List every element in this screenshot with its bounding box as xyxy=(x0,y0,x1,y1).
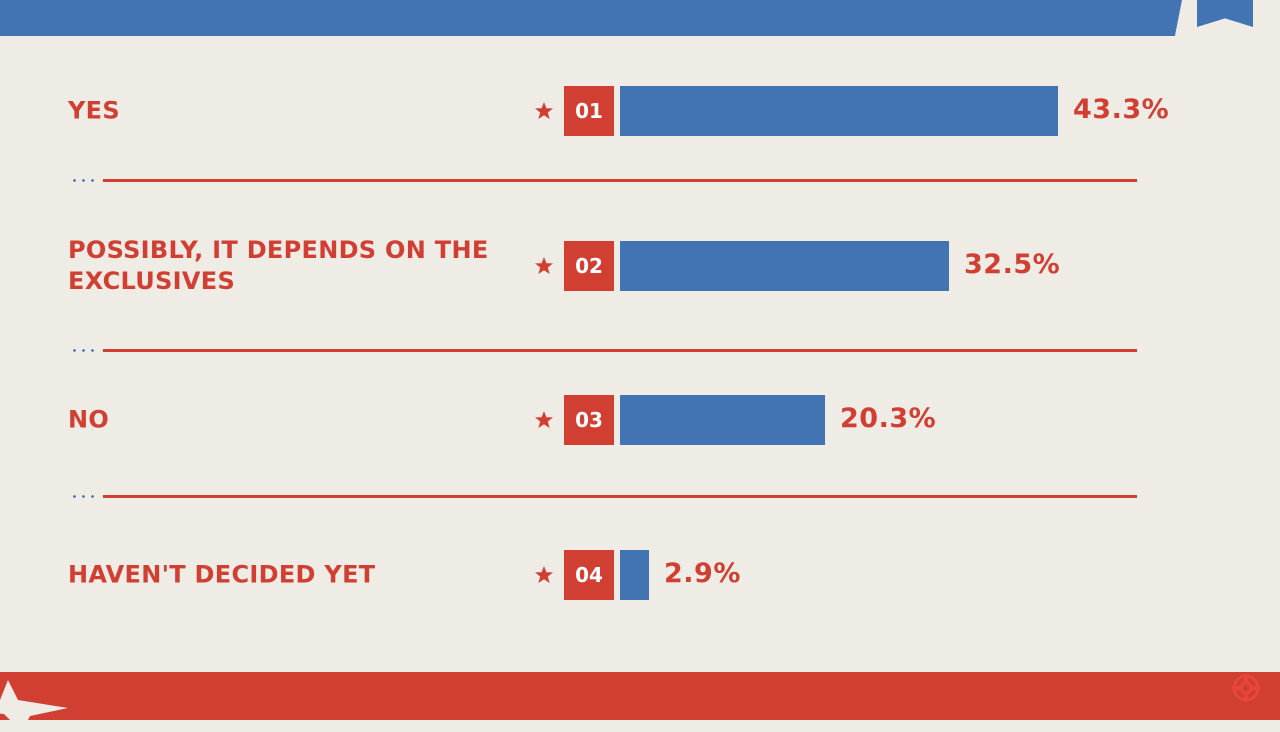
bar-row: POSSIBLY, IT DEPENDS ON THE EXCLUSIVES 02… xyxy=(0,236,1280,295)
category-label: POSSIBLY, IT DEPENDS ON THE EXCLUSIVES xyxy=(68,236,489,295)
corner-star-icon xyxy=(0,680,68,732)
bar-row: HAVEN'T DECIDED YET 04 2.9% xyxy=(0,550,1280,600)
value-label: 43.3% xyxy=(1073,93,1170,125)
value-label: 32.5% xyxy=(964,248,1061,280)
bar xyxy=(620,550,649,600)
star-icon xyxy=(534,410,554,430)
row-divider xyxy=(103,349,1137,352)
row-divider xyxy=(103,179,1137,182)
dotted-marker xyxy=(70,495,98,498)
category-label: YES xyxy=(68,96,120,125)
bar xyxy=(620,86,1058,136)
category-label: HAVEN'T DECIDED YET xyxy=(68,560,376,589)
dotted-marker xyxy=(70,349,98,352)
value-label: 20.3% xyxy=(840,402,937,434)
bar xyxy=(620,241,949,291)
rank-badge: 02 xyxy=(564,241,614,291)
bar xyxy=(620,395,825,445)
bottom-footer-band xyxy=(0,672,1280,720)
bar-row: YES 01 43.3% xyxy=(0,86,1280,136)
bar-row: NO 03 20.3% xyxy=(0,395,1280,445)
logo-icon xyxy=(1232,674,1260,702)
ribbon-bookmark-icon xyxy=(1197,0,1253,27)
top-header-band xyxy=(0,0,1182,36)
star-icon xyxy=(534,256,554,276)
star-icon xyxy=(534,101,554,121)
rank-badge: 03 xyxy=(564,395,614,445)
row-divider xyxy=(103,495,1137,498)
value-label: 2.9% xyxy=(664,557,741,589)
rank-badge: 04 xyxy=(564,550,614,600)
category-label: NO xyxy=(68,405,110,434)
star-icon xyxy=(534,565,554,585)
dotted-marker xyxy=(70,179,98,182)
rank-badge: 01 xyxy=(564,86,614,136)
